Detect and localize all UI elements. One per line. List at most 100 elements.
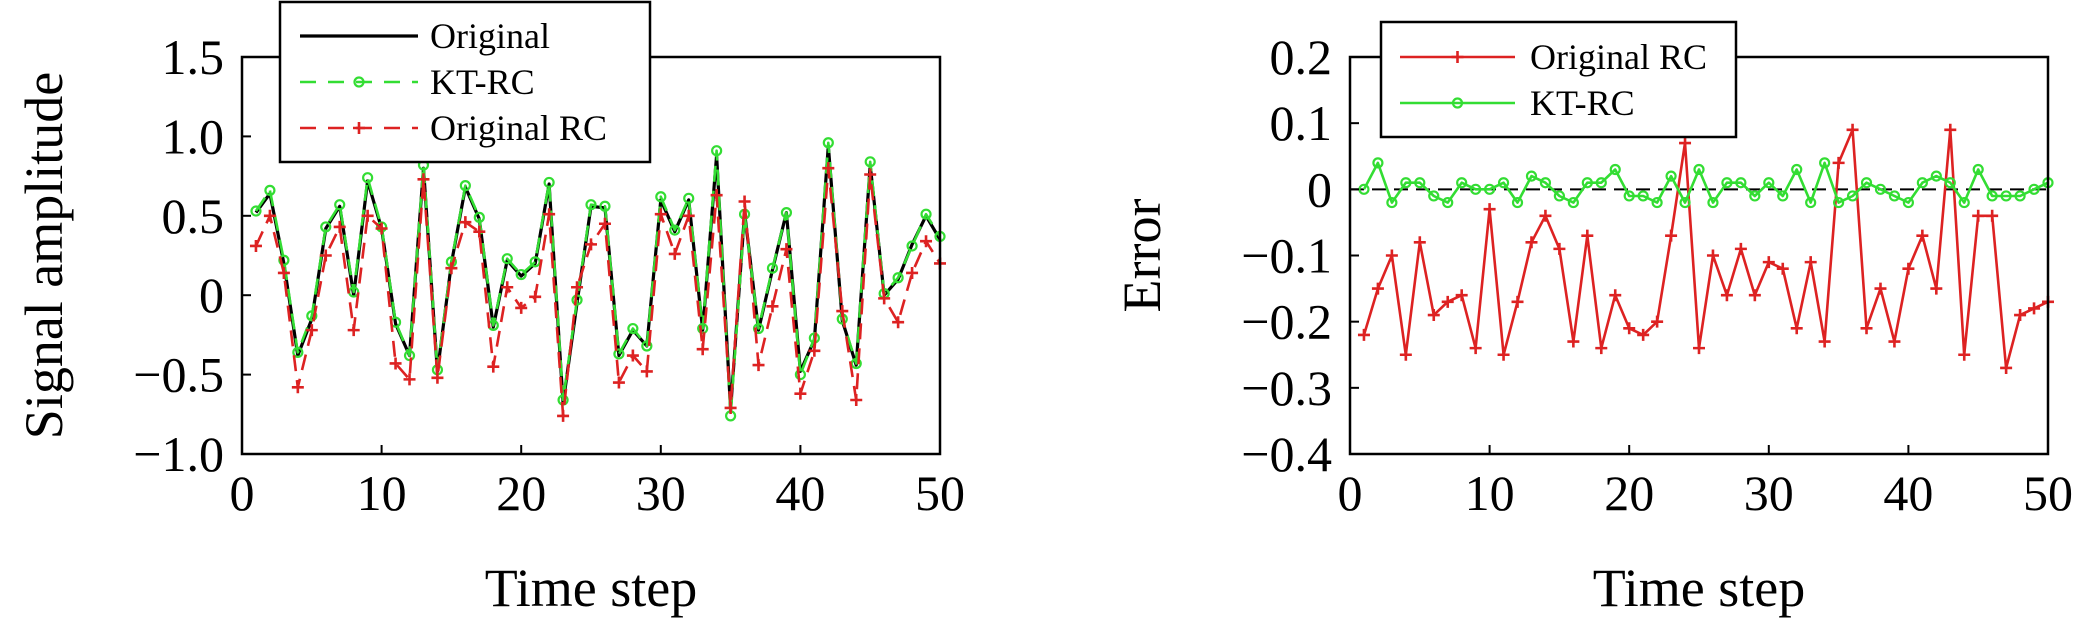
- data-point-kt-rc: [1470, 183, 1482, 195]
- data-point-kt-rc: [641, 340, 653, 352]
- data-point-original-rc: [2028, 302, 2041, 315]
- data-point-kt-rc: [250, 205, 262, 217]
- data-point-original-rc: [654, 208, 667, 221]
- legend-label-kt-rc: KT-RC: [1530, 83, 1635, 123]
- data-point-kt-rc: [543, 176, 555, 189]
- data-point-kt-rc: [599, 200, 611, 212]
- data-point-kt-rc: [1763, 177, 1775, 189]
- y-tick-label: 1.0: [162, 108, 225, 164]
- data-point-original-rc: [1385, 249, 1398, 262]
- data-point-kt-rc: [2000, 190, 2012, 202]
- data-point-kt-rc: [1497, 177, 1510, 189]
- data-point-original-rc: [291, 381, 304, 394]
- data-point-original-rc: [1567, 335, 1580, 348]
- y-tick-label: −0.4: [1241, 426, 1332, 482]
- data-point-original-rc: [1357, 328, 1370, 341]
- data-point-original-rc: [277, 266, 290, 279]
- data-point-kt-rc: [766, 262, 779, 274]
- data-point-kt-rc: [1567, 196, 1579, 209]
- data-point-kt-rc: [1400, 177, 1412, 189]
- signal-chart: 0 10 20 30 40 50 1.5 1.0 0.5 0 −0.5 −1.0 Time step Si…: [14, 0, 965, 618]
- legend-label-original-rc: Original RC: [1530, 37, 1707, 77]
- data-point-kt-rc: [1386, 196, 1398, 209]
- data-point-kt-rc: [1679, 196, 1691, 209]
- data-point-kt-rc: [1358, 183, 1370, 195]
- data-point-kt-rc: [585, 199, 597, 211]
- y-tick-label: 0: [199, 267, 224, 323]
- data-point-kt-rc: [306, 310, 318, 322]
- data-point-original-rc: [668, 247, 681, 260]
- data-point-original-rc: [501, 281, 514, 294]
- data-point-kt-rc: [501, 253, 513, 265]
- data-point-original-rc: [612, 376, 625, 389]
- x-tick-label: 50: [915, 465, 965, 521]
- data-point-original-rc: [1665, 229, 1678, 242]
- legend-box: [1379, 20, 1738, 139]
- x-tick-label: 0: [1338, 465, 1363, 521]
- data-point-kt-rc: [2028, 183, 2040, 195]
- data-point-original-rc: [1720, 289, 1733, 302]
- legend-marker-kt-rc: [353, 76, 365, 88]
- data-point-kt-rc: [1874, 183, 1887, 195]
- data-point-original-rc: [389, 357, 402, 370]
- data-point-kt-rc: [1539, 177, 1552, 189]
- data-point-original-rc: [1455, 289, 1468, 302]
- data-point-original-rc: [1651, 315, 1664, 328]
- data-point-original-rc: [1679, 137, 1692, 150]
- data-point-original-rc: [822, 162, 835, 175]
- legend: Original RC KT-RC: [1379, 20, 1738, 139]
- data-point-kt-rc: [1637, 190, 1649, 202]
- data-point-original-rc: [263, 209, 276, 222]
- series-line-original: [254, 144, 942, 412]
- data-point-original-rc: [319, 249, 332, 262]
- data-point-kt-rc: [1581, 177, 1593, 189]
- data-point-original-rc: [1958, 348, 1971, 361]
- data-point-kt-rc: [1777, 190, 1789, 202]
- data-point-kt-rc: [264, 184, 276, 196]
- data-point-kt-rc: [1483, 183, 1496, 195]
- data-point-kt-rc: [459, 180, 471, 192]
- data-point-original-rc: [1609, 289, 1622, 302]
- data-point-kt-rc: [1972, 163, 1984, 176]
- data-point-original-rc: [1874, 282, 1887, 295]
- data-point-kt-rc: [1986, 190, 1998, 202]
- data-point-kt-rc: [1553, 190, 1566, 202]
- y-tick-label: 0.1: [1270, 95, 1333, 151]
- data-point-original-rc: [571, 281, 584, 294]
- series-original: [254, 144, 942, 412]
- data-point-original-rc: [431, 371, 444, 384]
- data-point-original-rc: [1818, 335, 1831, 348]
- data-point-original-rc: [2000, 361, 2013, 374]
- data-point-original-rc: [892, 316, 905, 329]
- x-tick-label: 20: [1604, 465, 1654, 521]
- data-point-original-rc: [1399, 348, 1412, 361]
- data-point-kt-rc: [1651, 196, 1663, 209]
- data-point-original-rc: [1693, 342, 1705, 355]
- data-point-kt-rc: [1832, 196, 1845, 209]
- data-point-original-rc: [738, 195, 751, 208]
- data-point-kt-rc: [655, 191, 667, 203]
- data-point-original-rc: [473, 225, 486, 238]
- data-point-kt-rc: [1791, 163, 1803, 176]
- series-kt-rc: [1358, 157, 2054, 209]
- data-point-kt-rc: [1958, 196, 1970, 209]
- data-point-original-rc: [850, 394, 863, 407]
- data-point-original-rc: [780, 243, 793, 256]
- data-point-kt-rc: [780, 207, 793, 219]
- legend-label-original-rc: Original RC: [430, 108, 607, 148]
- data-point-kt-rc: [864, 156, 876, 168]
- data-point-original-rc: [249, 239, 262, 252]
- data-point-kt-rc: [1595, 177, 1607, 189]
- legend-label-original: Original: [430, 16, 550, 56]
- data-point-kt-rc: [1665, 170, 1677, 182]
- data-point-original-rc: [1972, 209, 1985, 222]
- data-point-original-rc: [305, 324, 318, 337]
- data-point-original-rc: [347, 324, 360, 337]
- data-point-kt-rc: [1888, 190, 1901, 202]
- data-point-original-rc: [1511, 295, 1524, 308]
- data-point-kt-rc: [1456, 177, 1468, 189]
- data-point-original-rc: [752, 359, 765, 372]
- data-point-original-rc: [696, 343, 709, 356]
- x-tick-label: 0: [230, 465, 255, 521]
- data-point-original-rc: [1623, 322, 1636, 335]
